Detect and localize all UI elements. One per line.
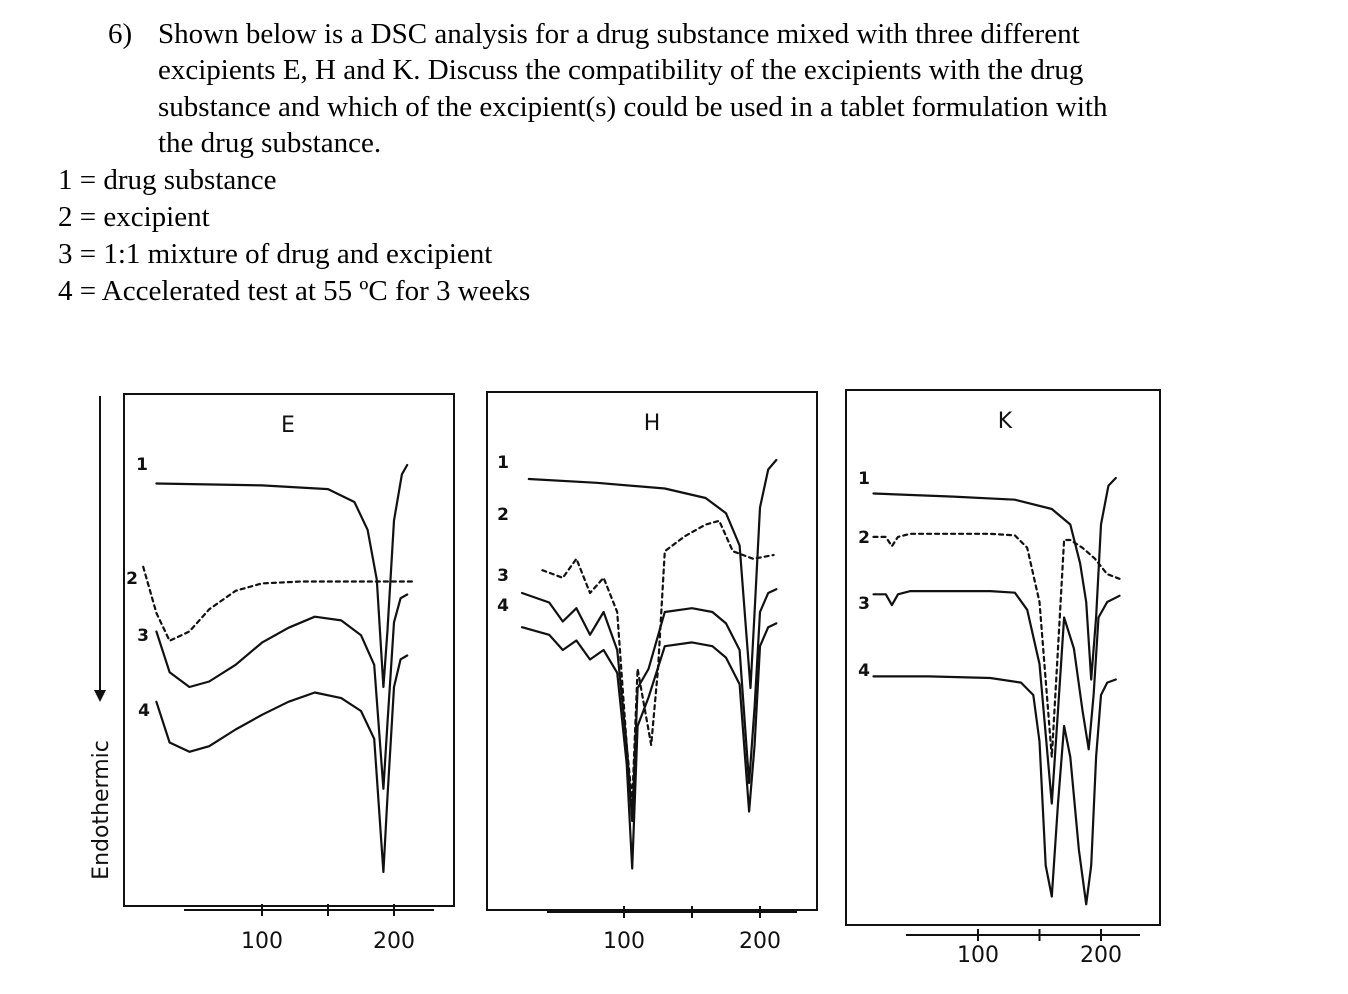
panel-h-series-1 (527, 458, 778, 690)
panel-k-tick-label-100: 100 (957, 943, 999, 968)
panel-e-series-label-4: 4 (138, 701, 150, 721)
panel-k-series-label-4: 4 (858, 661, 870, 681)
panel-h-series-label-1: 1 (497, 453, 509, 473)
panel-h-series-3 (520, 588, 778, 823)
panel-e-series-4 (155, 654, 409, 874)
panel-h-series-label-4: 4 (497, 596, 509, 616)
panel-h-tick-label-200: 200 (739, 929, 781, 954)
panel-h-series-label-2: 2 (497, 505, 509, 525)
question-number: 6) (108, 18, 133, 50)
question-line-2: excipients E, H and K. Discuss the compa… (158, 54, 1084, 86)
panel-k-frame (845, 389, 1161, 926)
panel-h-tick-label-100: 100 (603, 929, 645, 954)
legend-item-2: 2 = excipient (58, 201, 210, 233)
panel-e-y-arrow-head (94, 690, 106, 702)
panel-e-y-label: Endothermic (89, 740, 114, 880)
question-line-1: Shown below is a DSC analysis for a drug… (158, 18, 1080, 50)
panel-k-tick-label-200: 200 (1080, 943, 1122, 968)
panel-e-series-1 (155, 463, 409, 689)
panel-k-series-3 (872, 590, 1121, 805)
panel-e-series-label-2: 2 (126, 569, 138, 589)
panel-k-series-label-3: 3 (858, 594, 870, 614)
panel-k-series-2 (872, 532, 1121, 759)
panel-k-series-1 (872, 476, 1117, 681)
panel-e-title: E (281, 413, 295, 438)
legend-item-1: 1 = drug substance (58, 164, 277, 196)
panel-h-series-label-3: 3 (497, 566, 509, 586)
panel-e-series-label-1: 1 (136, 455, 148, 475)
question-line-4: the drug substance. (158, 127, 382, 159)
panel-k-series-label-2: 2 (858, 528, 870, 548)
panel-e-tick-label-100: 100 (241, 929, 283, 954)
panel-h-series-2 (541, 519, 775, 804)
panel-e-tick-label-200: 200 (373, 929, 415, 954)
panel-h-title: H (644, 411, 661, 436)
legend-item-3: 3 = 1:1 mixture of drug and excipient (58, 238, 493, 270)
panel-k-series-label-1: 1 (858, 469, 870, 489)
panel-h-series-4 (520, 622, 778, 870)
panel-e-frame (123, 393, 455, 907)
panel-e-series-2 (142, 565, 415, 642)
panel-k-series-4 (872, 675, 1117, 906)
question-line-3: substance and which of the excipient(s) … (158, 91, 1108, 123)
panel-h-frame (486, 391, 818, 911)
panel-e-series-3 (155, 593, 409, 790)
panel-e-series-label-3: 3 (137, 626, 149, 646)
legend-item-4: 4 = Accelerated test at 55 ºC for 3 week… (58, 275, 531, 307)
panel-k-title: K (998, 409, 1013, 434)
